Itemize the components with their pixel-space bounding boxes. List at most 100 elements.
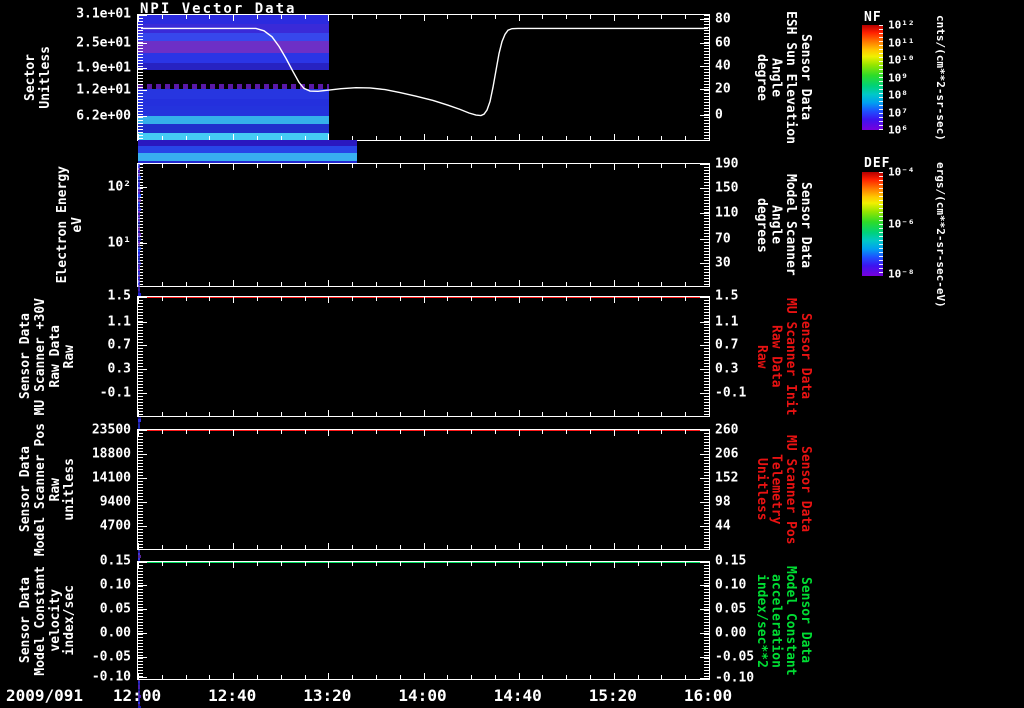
panel-model-scanner-pos-left-ruler [138,430,143,549]
noise-dot [138,166,140,168]
noise-dot [138,422,140,424]
panel-model-scanner-pos-right-tick-label: 260 [715,422,739,438]
noise-dot [138,221,140,223]
panel-npi-vector-ytick-label: 6.2e+00 [76,108,131,124]
noise-dot [138,260,140,262]
colorbar-tick-label: 10⁻⁶ [888,217,915,231]
noise-dot [138,187,140,189]
colorbar-tick-label: 10⁷ [888,106,908,120]
noise-dot [138,553,140,555]
noise-dot [138,289,140,291]
panel-els-spectrogram-right-label-line: Model Scanner [783,174,799,276]
panel-model-constant-ytick-label: 0.10 [99,577,131,593]
noise-dot [138,225,140,227]
noise-dot [138,551,140,553]
panel-npi-vector-right-tick-label: 40 [715,58,731,74]
noise-dot [138,217,140,219]
panel-model-constant-right-label-line: index/sec**2 [753,573,769,668]
panel-model-scanner-pos-ylabel-line: Sensor Data [18,446,34,533]
noise-dot [138,681,140,683]
panel-mu-scanner-30v-right-label-line: Raw [753,344,769,369]
panel-npi-vector-right-ruler [704,15,709,140]
panel-mu-scanner-30v-right-tick-label: 1.5 [715,288,739,304]
noise-dot [138,265,140,267]
noise-dot [138,231,140,233]
noise-dot [138,238,141,241]
panel-els-spectrogram-right-tick-label: 110 [715,205,739,221]
colorbar-tick-label: 10⁶ [888,123,908,137]
x-tick-label: 13:20 [303,686,352,705]
panel-mu-scanner-30v-right-tick-label: 1.1 [715,314,739,330]
panel-mu-scanner-30v-ylabel: Sensor Data MU Scanner +30V Raw Data Raw [18,296,78,417]
colorbar-nf-unit: cnts/(cm**2-sr-sec) [934,15,947,141]
colorbar-tick-label: 10⁻⁸ [888,267,915,281]
panel-model-constant-ytick-label: 0.00 [99,625,131,641]
panel-model-scanner-pos-right-tick-label: 206 [715,446,739,462]
panel-model-constant-left-ruler [138,562,143,679]
panel-model-constant-right-tick-label: 0.15 [715,553,747,569]
noise-dot [138,194,141,197]
panel-npi-vector-ytick-label: 2.5e+01 [76,35,131,51]
panel-model-scanner-pos-right-tick-label: 98 [715,494,731,510]
colorbar-nf-title: NF [864,10,882,25]
noise-dot [138,291,140,293]
noise-dot [138,168,140,170]
noise-dot [138,243,140,245]
noise-dot [138,687,140,689]
noise-dot [138,229,140,231]
panel-npi-vector-right-tick-label: 60 [715,35,731,51]
panel-model-scanner-pos-ytick-label: 23500 [91,422,131,438]
heatmap-stripe [138,116,329,124]
heatmap-stripe [138,153,357,161]
colorbar-tick-label: 10⁸ [888,88,908,102]
noise-dot [138,179,140,181]
panel-model-scanner-pos-right-label-line: Sensor Data [797,446,813,533]
panel-model-constant-ylabel-line: Sensor Data [18,577,34,664]
noise-dot [138,258,140,260]
noise-dot [138,695,141,698]
noise-dot [138,252,140,254]
heatmap-stripe [138,40,329,53]
date-label: 2009/091 [6,686,84,705]
panel-npi-vector-right-label: Sensor Data ESH Sun Elevation Angle degree [748,10,818,145]
noise-dot [138,164,140,166]
noise-dot [138,181,140,183]
panel-mu-scanner-30v-ytick-label: -0.1 [99,385,131,401]
panel-model-constant-right-tick-label: 0.10 [715,577,747,593]
x-tick-label: 14:00 [398,686,447,705]
panel-els-spectrogram-ylabel-line: eV [69,217,85,233]
heatmap-stripe [138,32,329,41]
panel-els-spectrogram-ylabel: Electron Energy eV [50,163,90,287]
panel-model-scanner-pos [137,429,710,550]
panel-model-constant-right-label-line: Sensor Data [797,577,813,664]
panel-mu-scanner-30v-ylabel-line: MU Scanner +30V [32,297,48,416]
panel-mu-scanner-30v-value-line [138,297,709,298]
panel-model-constant-right-label: Sensor Data Model Constant acceleration ind… [748,561,818,680]
noise-dot [138,698,140,700]
heatmap-stripe [138,83,329,89]
panel-npi-vector [137,14,710,273]
panel1-title: NPI Vector Data [140,1,297,17]
noise-dot [138,424,140,426]
panel-model-constant-ytick-label: 0.15 [99,553,131,569]
panel-npi-vector-ylabel-line: Sector [22,54,38,101]
noise-dot [138,419,141,422]
panel-model-constant-ytick-label: 0.05 [99,601,131,617]
panel-npi-vector-ylabel: Sector Unitless [16,14,60,141]
noise-dot [138,273,140,275]
panel-model-scanner-pos-right-ruler [704,430,709,549]
noise-dot [138,685,140,687]
panel-mu-scanner-30v-ylabel-line: Sensor Data [18,313,34,400]
panel-model-scanner-pos-ylabel: Sensor Data Model Scanner Pos Raw unitless [18,423,78,556]
panel-npi-vector-right-label-line: ESH Sun Elevation [783,10,799,145]
panel-els-spectrogram-right-label-line: degrees [753,197,769,253]
noise-dot [138,208,141,211]
noise-dot [138,283,140,285]
panel-model-constant-ytick-label: -0.05 [91,649,131,665]
noise-dot [138,285,140,287]
panel-model-scanner-pos-ylabel-line: Raw [47,477,63,502]
noise-dot [138,281,140,283]
panel-mu-scanner-30v-left-ruler [138,297,143,416]
panel-mu-scanner-30v [137,296,710,417]
colorbar-nf-ticks [879,25,883,130]
